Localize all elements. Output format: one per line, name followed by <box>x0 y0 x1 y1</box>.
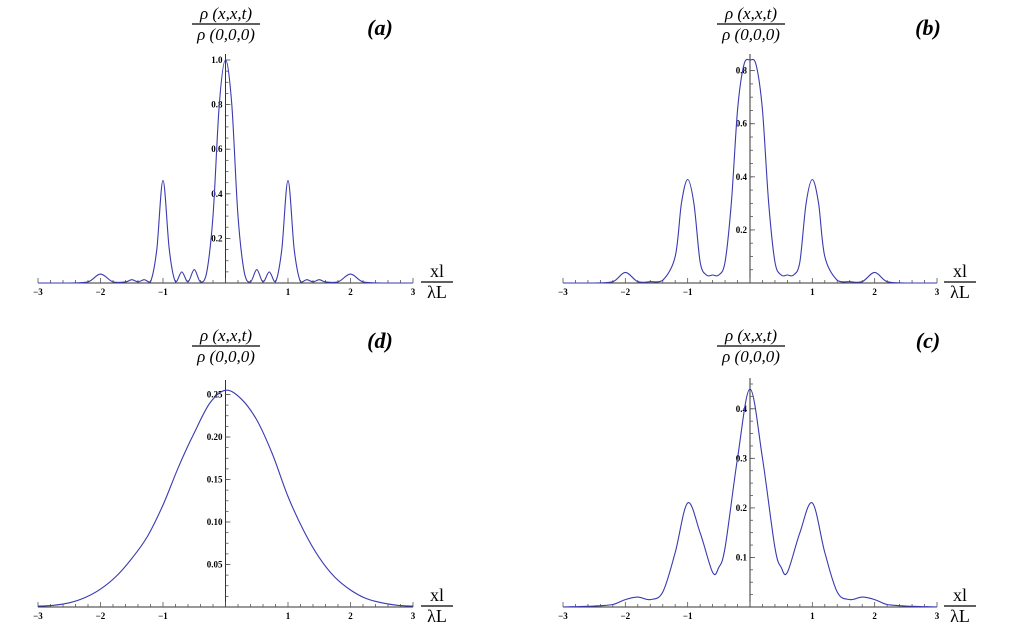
y-tick-label: 0.1 <box>736 552 748 562</box>
x-label-numerator: xl <box>430 585 444 605</box>
x-tick-label: 2 <box>348 611 353 621</box>
chart-panel-2: −3 −2 −1 1 2 3 0.05 0.10 0.15 0.20 0.25 ρ (x,x,t) ρ … <box>33 326 453 626</box>
y-label-numerator: ρ (x,x,t) <box>199 4 252 23</box>
x-tick-label: 1 <box>286 611 291 621</box>
y-tick-label: 0.2 <box>211 233 223 243</box>
x-tick-label: −2 <box>621 287 631 297</box>
series-line <box>37 59 413 284</box>
panel-label: (c) <box>916 328 940 353</box>
y-tick-label: 0.4 <box>736 404 748 414</box>
x-tick-label: 1 <box>810 287 815 297</box>
x-label-denominator: λL <box>950 282 970 302</box>
y-tick-label: 0.4 <box>211 189 223 199</box>
y-label-numerator: ρ (x,x,t) <box>199 326 252 345</box>
y-tick-label: 1.0 <box>211 55 223 65</box>
x-tick-label: −3 <box>33 611 43 621</box>
x-tick-label: −1 <box>683 611 693 621</box>
chart-panel-3: −3 −2 −1 1 2 3 0.1 0.2 0.3 0.4 ρ (x,x,t) ρ (0,0,0) x… <box>558 326 976 626</box>
x-label-numerator: xl <box>953 585 967 605</box>
y-label-denominator: ρ (0,0,0) <box>721 347 780 366</box>
x-tick-label: −2 <box>621 611 631 621</box>
series-line <box>562 58 937 284</box>
x-tick-label: −1 <box>158 611 168 621</box>
y-tick-label: 0.10 <box>207 517 223 527</box>
x-tick-label: −2 <box>96 611 106 621</box>
x-tick-label: −3 <box>33 287 43 297</box>
y-label-denominator: ρ (0,0,0) <box>196 347 255 366</box>
x-tick-label: −1 <box>158 287 168 297</box>
x-tick-label: −3 <box>558 287 568 297</box>
x-label-numerator: xl <box>953 261 967 281</box>
x-label-denominator: λL <box>950 606 970 626</box>
x-tick-label: 3 <box>411 287 416 297</box>
y-tick-label: 0.20 <box>207 432 223 442</box>
x-tick-label: 2 <box>348 287 353 297</box>
chart-panel-0: −3 −2 −1 1 2 30.20.40.60.81.0ρ (x,x,t)ρ (0,0,… <box>33 4 453 302</box>
y-label-denominator: ρ (0,0,0) <box>196 25 255 44</box>
x-tick-label: 3 <box>411 611 416 621</box>
y-tick-label: 0.8 <box>211 100 223 110</box>
y-label-numerator: ρ (x,x,t) <box>724 326 777 345</box>
y-tick-label: 0.4 <box>736 172 748 182</box>
y-tick-label: 0.2 <box>736 503 748 513</box>
y-tick-label: 0.05 <box>207 560 223 570</box>
x-label-denominator: λL <box>427 606 447 626</box>
y-tick-label: 0.8 <box>736 66 748 76</box>
x-tick-label: 3 <box>935 287 940 297</box>
chart-panel-1: −3 −2 −1 1 2 3 0.2 0.4 0.6 0.8 ρ (x,x,t) ρ (0,0,0) x… <box>558 4 976 302</box>
x-label-denominator: λL <box>427 282 447 302</box>
series-line <box>37 389 414 607</box>
y-tick-label: 0.2 <box>736 225 748 235</box>
x-tick-label: 2 <box>872 611 877 621</box>
x-label-numerator: xl <box>430 261 444 281</box>
panel-label: (a) <box>367 15 393 40</box>
x-tick-label: 1 <box>286 287 291 297</box>
x-tick-label: 1 <box>810 611 815 621</box>
x-tick-label: −2 <box>96 287 106 297</box>
y-tick-label: 0.25 <box>207 390 223 400</box>
y-tick-label: 0.15 <box>207 475 223 485</box>
y-label-numerator: ρ (x,x,t) <box>724 4 777 23</box>
x-tick-label: −3 <box>558 611 568 621</box>
x-tick-label: −1 <box>683 287 693 297</box>
x-tick-label: 3 <box>935 611 940 621</box>
panel-label: (b) <box>915 15 941 40</box>
y-tick-label: 0.6 <box>736 119 748 129</box>
series-line <box>562 388 938 608</box>
x-tick-label: 2 <box>872 287 877 297</box>
panel-label: (d) <box>367 328 393 353</box>
y-label-denominator: ρ (0,0,0) <box>721 25 780 44</box>
y-tick-label: 0.3 <box>736 453 748 463</box>
